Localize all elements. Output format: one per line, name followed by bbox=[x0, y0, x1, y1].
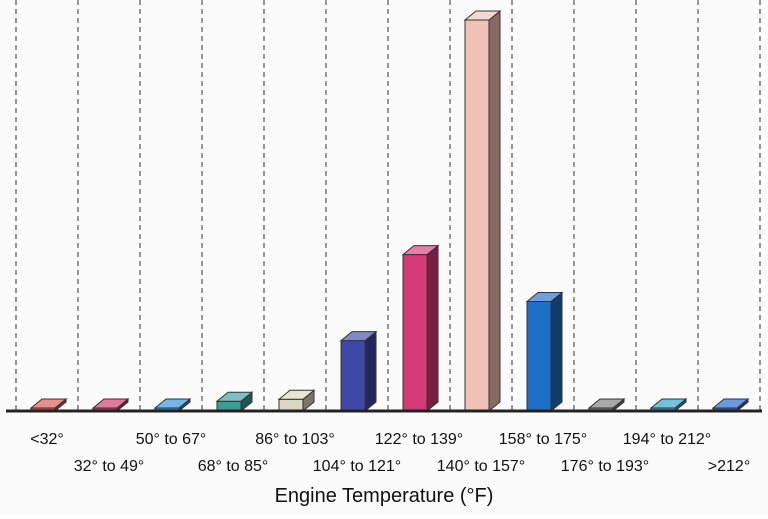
bar bbox=[215, 391, 254, 413]
x-tick-label: 140° to 157° bbox=[437, 458, 525, 475]
x-tick-label: 86° to 103° bbox=[255, 431, 335, 448]
bar bbox=[401, 244, 440, 413]
x-tick-label: <32° bbox=[30, 431, 64, 448]
bar bbox=[463, 9, 502, 413]
x-tick-label: 50° to 67° bbox=[136, 431, 207, 448]
x-tick-labels: <32° 32° to 49° 50° to 67° 68° to 85° 86° to… bbox=[30, 431, 750, 475]
bar bbox=[525, 291, 564, 413]
x-tick-label: 122° to 139° bbox=[375, 431, 463, 448]
bars bbox=[29, 9, 750, 413]
x-axis-title: Engine Temperature (°F) bbox=[275, 485, 494, 507]
bar bbox=[29, 397, 68, 413]
x-tick-label: 68° to 85° bbox=[198, 458, 269, 475]
x-tick-label: 104° to 121° bbox=[313, 458, 401, 475]
bar bbox=[339, 330, 378, 413]
x-tick-label: 176° to 193° bbox=[561, 458, 649, 475]
bar bbox=[153, 397, 192, 413]
bar bbox=[649, 397, 688, 413]
x-tick-label: 194° to 212° bbox=[623, 431, 711, 448]
x-tick-label: 32° to 49° bbox=[74, 458, 145, 475]
bar bbox=[91, 397, 130, 413]
bar bbox=[711, 397, 750, 413]
bar bbox=[277, 389, 316, 413]
x-tick-label: >212° bbox=[708, 458, 750, 475]
x-tick-label: 158° to 175° bbox=[499, 431, 587, 448]
bar bbox=[587, 397, 626, 413]
grid-lines bbox=[15, 0, 761, 411]
